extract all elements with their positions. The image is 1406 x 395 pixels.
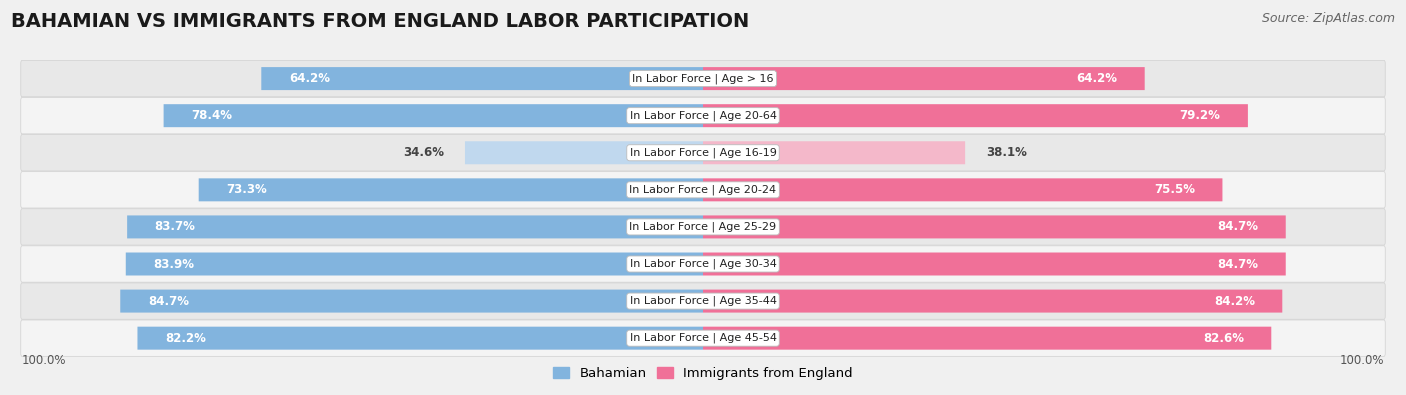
Text: In Labor Force | Age 20-24: In Labor Force | Age 20-24 [630, 184, 776, 195]
Text: 64.2%: 64.2% [1076, 72, 1118, 85]
Text: 83.7%: 83.7% [155, 220, 195, 233]
FancyBboxPatch shape [703, 104, 1249, 127]
Text: 100.0%: 100.0% [22, 354, 66, 367]
FancyBboxPatch shape [163, 104, 703, 127]
Text: 38.1%: 38.1% [986, 146, 1026, 159]
Text: 64.2%: 64.2% [288, 72, 330, 85]
FancyBboxPatch shape [21, 98, 1385, 134]
FancyBboxPatch shape [703, 67, 1144, 90]
FancyBboxPatch shape [703, 290, 1282, 312]
FancyBboxPatch shape [21, 209, 1385, 245]
Text: In Labor Force | Age 35-44: In Labor Force | Age 35-44 [630, 296, 776, 307]
FancyBboxPatch shape [138, 327, 703, 350]
Text: 100.0%: 100.0% [1340, 354, 1384, 367]
FancyBboxPatch shape [703, 141, 965, 164]
FancyBboxPatch shape [21, 320, 1385, 356]
FancyBboxPatch shape [703, 179, 1222, 201]
Text: Source: ZipAtlas.com: Source: ZipAtlas.com [1261, 12, 1395, 25]
FancyBboxPatch shape [127, 215, 703, 239]
Text: 84.7%: 84.7% [1218, 258, 1258, 271]
Text: 75.5%: 75.5% [1154, 183, 1195, 196]
FancyBboxPatch shape [703, 215, 1285, 239]
Text: In Labor Force | Age 45-54: In Labor Force | Age 45-54 [630, 333, 776, 343]
Text: 84.2%: 84.2% [1213, 295, 1254, 308]
FancyBboxPatch shape [262, 67, 703, 90]
FancyBboxPatch shape [703, 327, 1271, 350]
Text: 79.2%: 79.2% [1180, 109, 1220, 122]
Legend: Bahamian, Immigrants from England: Bahamian, Immigrants from England [553, 367, 853, 380]
Text: 82.2%: 82.2% [165, 332, 205, 345]
Text: In Labor Force | Age 25-29: In Labor Force | Age 25-29 [630, 222, 776, 232]
Text: 84.7%: 84.7% [148, 295, 188, 308]
FancyBboxPatch shape [21, 60, 1385, 97]
FancyBboxPatch shape [198, 179, 703, 201]
Text: 82.6%: 82.6% [1202, 332, 1244, 345]
FancyBboxPatch shape [21, 283, 1385, 319]
Text: 83.9%: 83.9% [153, 258, 194, 271]
Text: 73.3%: 73.3% [226, 183, 267, 196]
Text: 34.6%: 34.6% [404, 146, 444, 159]
Text: In Labor Force | Age 16-19: In Labor Force | Age 16-19 [630, 147, 776, 158]
FancyBboxPatch shape [21, 172, 1385, 208]
Text: BAHAMIAN VS IMMIGRANTS FROM ENGLAND LABOR PARTICIPATION: BAHAMIAN VS IMMIGRANTS FROM ENGLAND LABO… [11, 12, 749, 31]
FancyBboxPatch shape [125, 252, 703, 275]
Text: 78.4%: 78.4% [191, 109, 232, 122]
FancyBboxPatch shape [703, 252, 1285, 275]
FancyBboxPatch shape [21, 135, 1385, 171]
Text: In Labor Force | Age 30-34: In Labor Force | Age 30-34 [630, 259, 776, 269]
Text: In Labor Force | Age 20-64: In Labor Force | Age 20-64 [630, 111, 776, 121]
Text: 84.7%: 84.7% [1218, 220, 1258, 233]
FancyBboxPatch shape [465, 141, 703, 164]
FancyBboxPatch shape [21, 246, 1385, 282]
Text: In Labor Force | Age > 16: In Labor Force | Age > 16 [633, 73, 773, 84]
FancyBboxPatch shape [121, 290, 703, 312]
